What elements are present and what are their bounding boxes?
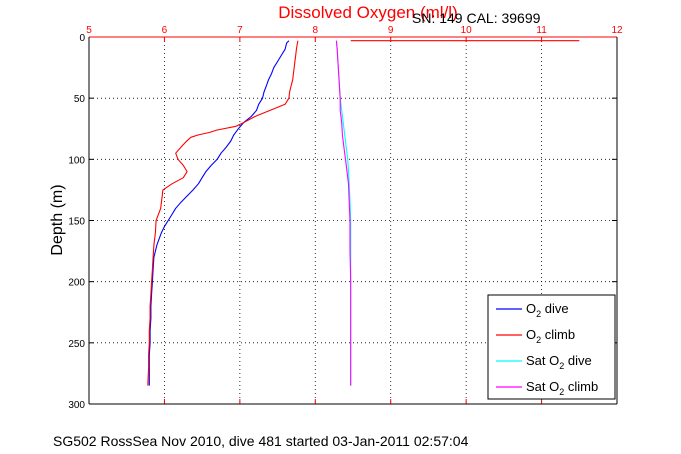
y-tick-label: 200 <box>68 278 85 289</box>
x-tick-label: 11 <box>536 25 547 36</box>
legend-label: O2 dive <box>526 301 569 319</box>
series-line-3 <box>335 40 352 386</box>
y-tick-label: 0 <box>79 33 85 44</box>
chart-title: Dissolved Oxygen (ml/l) <box>278 3 458 22</box>
serial-calibration-label: SN: 149 CAL: 39699 <box>412 10 541 26</box>
x-tick-label: 6 <box>162 25 168 36</box>
y-axis-label: Depth (m) <box>49 184 66 255</box>
x-tick-label: 7 <box>237 25 243 36</box>
y-tick-label: 250 <box>68 339 85 350</box>
x-tick-label: 9 <box>388 25 394 36</box>
x-tick-label: 12 <box>611 25 623 36</box>
series-line-1 <box>147 40 299 386</box>
x-tick-label: 8 <box>313 25 319 36</box>
series-line-0 <box>148 40 290 386</box>
grid <box>89 37 617 404</box>
footer-caption: SG502 RossSea Nov 2010, dive 481 started… <box>53 433 469 449</box>
x-tick-label: 5 <box>86 25 92 36</box>
series-layer <box>147 40 580 386</box>
legend-label: Sat O2 dive <box>526 353 592 371</box>
x-tick-label: 10 <box>461 25 473 36</box>
y-tick-label: 100 <box>68 155 85 166</box>
legend: O2 dive O2 climb Sat O2 dive Sat O2 climb <box>487 294 616 400</box>
legend-label: O2 climb <box>526 327 575 345</box>
legend-label: Sat O2 climb <box>526 379 598 397</box>
y-tick-label: 150 <box>68 217 85 228</box>
legend-box <box>487 294 616 400</box>
y-tick-label: 50 <box>74 94 86 105</box>
y-tick-label: 300 <box>68 400 85 411</box>
